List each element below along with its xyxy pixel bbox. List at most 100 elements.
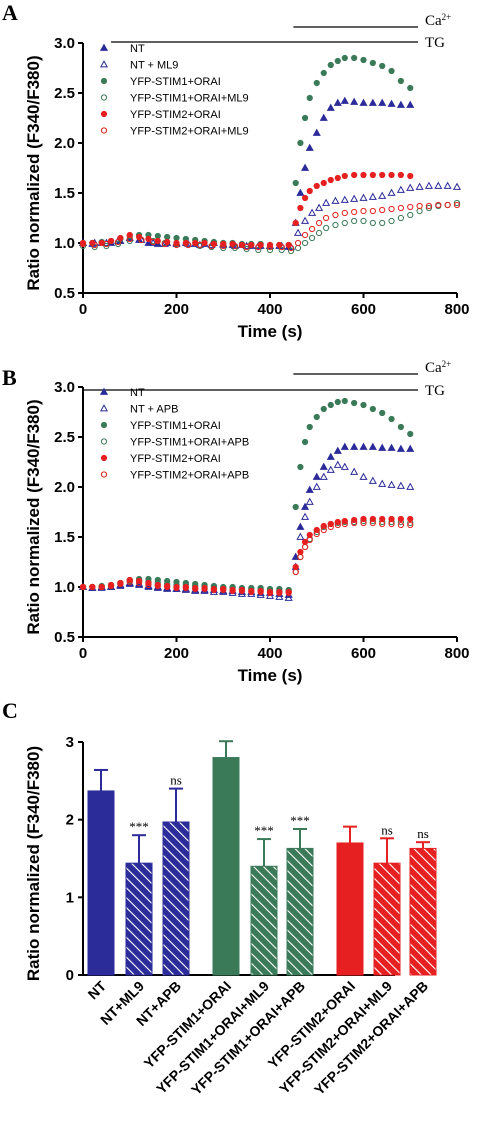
data-point [369,171,376,179]
data-point [126,237,133,245]
data-point [407,211,414,219]
data-point [322,198,331,206]
data-point [98,583,105,591]
data-point [334,174,341,182]
data-point [182,584,189,592]
data-point [407,515,414,523]
data-point [351,208,358,216]
tg-label: TG [425,383,445,399]
data-point [145,235,152,243]
data-point [266,243,274,251]
data-point [319,113,328,121]
panel-letter: A [2,0,18,25]
data-point [154,232,161,240]
data-point [326,452,335,460]
data-point [416,202,423,210]
y-axis-title: Ratio normalized (F340/F380) [24,55,43,290]
data-point [351,54,358,62]
data-point [368,192,377,200]
x-axis-title: Time (s) [238,666,303,685]
data-point [360,171,367,179]
legend-label: YFP-STIM2+ORAI+APB [130,470,249,482]
data-point [242,241,251,249]
legend-label: YFP-STIM2+ORAI+ML9 [130,126,249,138]
data-point [117,580,124,588]
data-point [359,442,368,450]
data-point [334,57,341,65]
data-point [396,481,405,489]
x-tick-label: 400 [257,301,282,318]
legend-label: YFP-STIM1+ORAI [130,420,221,432]
legend-marker [99,43,109,51]
data-point [378,191,387,199]
data-point [312,128,321,136]
data-point [360,207,367,215]
data-point [287,244,295,252]
data-point [292,219,299,227]
data-point [406,444,415,452]
data-point [397,214,404,222]
data-point [379,520,386,528]
data-point [301,512,310,520]
data-point [287,247,295,255]
data-point [332,211,339,219]
data-point [150,238,157,246]
data-point [296,188,305,196]
data-point [243,243,250,251]
data-point [208,242,215,250]
y-tick-label: 1 [66,889,74,906]
y-tick-label: 3.0 [54,379,75,396]
data-point [196,241,203,249]
data-point [387,188,396,196]
data-point [144,238,153,246]
data-point [331,196,340,204]
data-point [378,479,387,487]
bar [336,842,364,976]
data-point [406,100,415,108]
data-point [278,243,285,251]
data-point [114,240,122,248]
panel-a: A 0.5 1.0 1.5 2.0 2.5 3.0 0 200 400 600 800 Time (s)… [2,0,470,341]
series-4 [79,515,414,596]
data-point [313,413,320,421]
data-point [192,585,199,593]
data-point [334,521,341,529]
x-tick-label: 0 [79,301,87,318]
data-point [149,238,158,246]
data-point [296,522,305,530]
data-point [360,56,367,64]
y-tick-label: 2 [66,812,74,829]
data-point [379,409,386,417]
data-point [397,77,404,85]
data-point [340,96,349,104]
data-point [138,236,145,244]
data-point [368,476,377,484]
data-point [323,214,330,222]
data-point [305,485,314,493]
data-point [297,204,304,212]
data-point [79,240,87,248]
data-point [368,98,377,106]
x-axis-title: Time (s) [238,322,303,341]
data-point [452,182,462,190]
legend-label: NT [130,387,145,399]
y-tick-label: 2.0 [54,479,75,496]
data-point [173,239,180,247]
data-point [306,531,313,539]
bar [162,821,190,976]
data-point [164,233,171,241]
data-point [327,176,334,184]
data-point [368,442,377,450]
data-point [407,430,414,438]
data-point [301,231,309,239]
significance-label: ns [417,826,429,841]
data-point [425,204,433,212]
data-point [360,519,367,527]
data-point [379,206,386,214]
data-point [435,201,442,209]
data-point [340,195,349,203]
data-point [350,442,359,450]
y-tick-label: 0.5 [54,629,75,646]
data-point [102,238,111,246]
data-point [424,181,433,189]
